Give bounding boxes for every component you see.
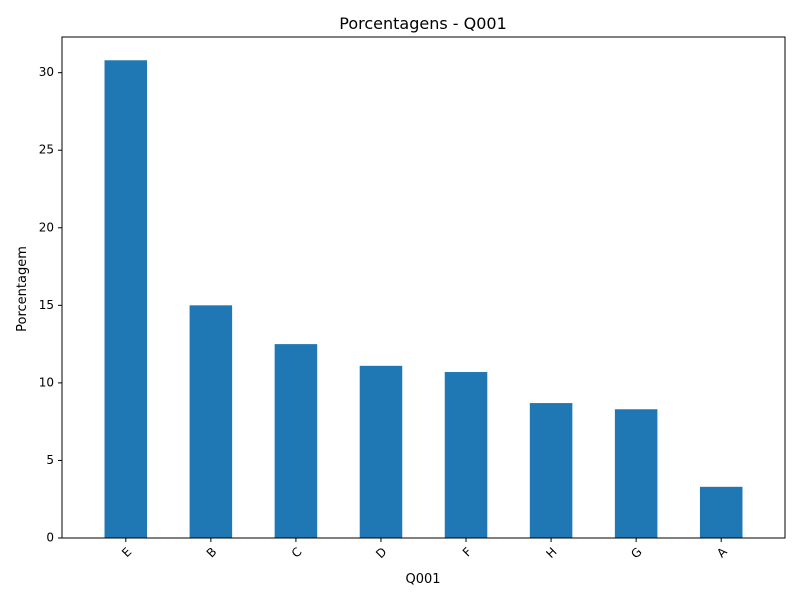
plot-frame: [61, 36, 786, 539]
bar-A: [699, 486, 743, 538]
bar-C: [274, 344, 318, 538]
y-tick-label-20: 20: [39, 220, 54, 234]
bar-G: [614, 409, 658, 538]
bar-F: [444, 372, 488, 538]
chart-title: Porcentagens - Q001: [339, 14, 507, 33]
bar-D: [359, 365, 403, 538]
bar-E: [104, 60, 148, 539]
y-tick-label-10: 10: [39, 375, 54, 389]
y-axis-label: Porcentagem: [15, 246, 30, 332]
y-axis: 0 5 10 15 20 25 30: [39, 65, 62, 545]
y-tick-label-30: 30: [39, 65, 54, 79]
bars-layer: [104, 60, 743, 539]
bar-B: [189, 305, 233, 538]
y-tick-label-25: 25: [39, 143, 54, 157]
x-axis-label: Q001: [405, 572, 440, 587]
y-tick-label-5: 5: [46, 453, 54, 467]
y-tick-label-15: 15: [39, 298, 54, 312]
y-tick-label-0: 0: [46, 531, 54, 545]
bar-H: [529, 403, 573, 538]
